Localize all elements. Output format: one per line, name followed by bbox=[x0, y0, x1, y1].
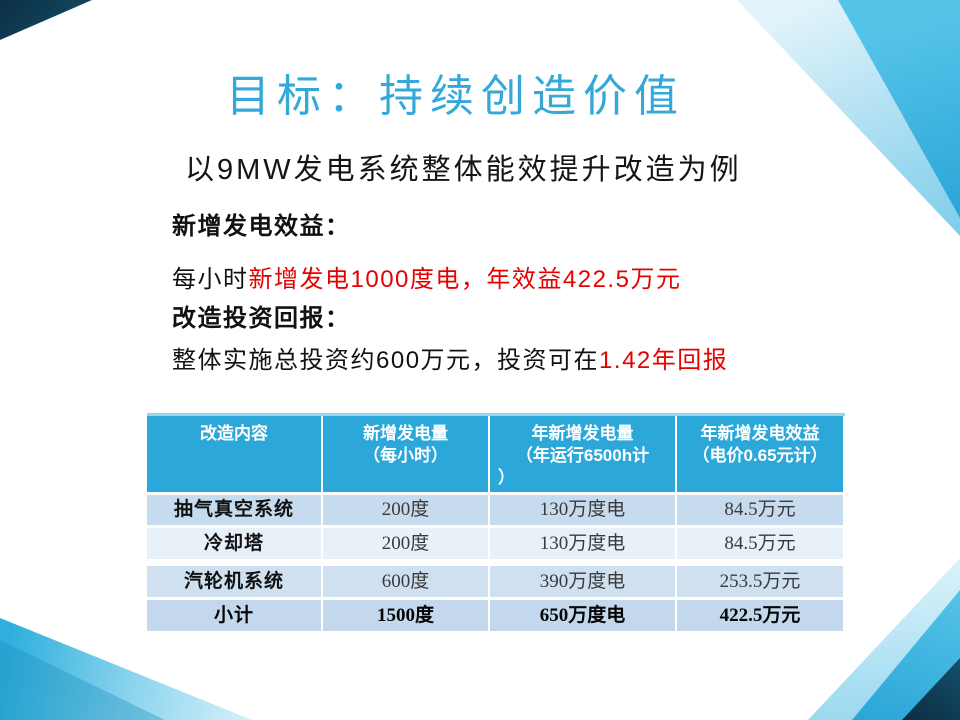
table-row-cooling-tower: 冷却塔 200度 130万度电 84.5万元 bbox=[147, 528, 845, 559]
header-yearly-line1: 年新增发电量 bbox=[531, 424, 634, 443]
cell-benefit: 253.5万元 bbox=[677, 566, 843, 597]
cell-name: 冷却塔 bbox=[147, 528, 321, 559]
header-cell-yearly: 年新增发电量 （年运行6500h计 ） bbox=[490, 416, 675, 492]
payback-label: 改造投资回报： bbox=[172, 305, 351, 332]
corner-decoration-bottom-left-cyan-triangle bbox=[0, 640, 165, 720]
cell-yearly: 650万度电 bbox=[490, 600, 675, 631]
benefit-line: 每小时新增发电1000度电，年效益422.5万元 bbox=[172, 263, 681, 297]
header-cell-hourly: 新增发电量 （每小时） bbox=[323, 416, 488, 492]
table-row-turbine-system: 汽轮机系统 600度 390万度电 253.5万元 bbox=[147, 566, 845, 597]
cell-name: 小计 bbox=[147, 600, 321, 631]
cell-name: 汽轮机系统 bbox=[147, 566, 321, 597]
slide-subtitle: 以9MW发电系统整体能效提升改造为例 bbox=[185, 154, 742, 186]
payback-text-highlight: 1.42年回报 bbox=[599, 347, 729, 374]
cell-yearly: 390万度电 bbox=[490, 566, 675, 597]
corner-decoration-top-right-light-triangle bbox=[737, 0, 960, 236]
corner-decoration-top-right-cyan-triangle bbox=[838, 0, 960, 218]
header-cell-content: 改造内容 bbox=[147, 416, 321, 492]
header-yearly-line3: ） bbox=[498, 468, 515, 487]
header-hourly-line1: 新增发电量 bbox=[363, 424, 448, 443]
header-hourly-line2: （每小时） bbox=[363, 446, 448, 465]
header-content-line1: 改造内容 bbox=[200, 424, 268, 443]
corner-decoration-bottom-right-cyan-triangle bbox=[852, 590, 960, 720]
table-header-row: 改造内容 新增发电量 （每小时） 年新增发电量 （年运行6500h计 ） 年新增… bbox=[147, 413, 845, 492]
table-row-vacuum-system: 抽气真空系统 200度 130万度电 84.5万元 bbox=[147, 495, 845, 525]
payback-text-black: 整体实施总投资约600万元，投资可在 bbox=[172, 347, 600, 374]
benefit-text-highlight: 新增发电1000度电，年效益422.5万元 bbox=[248, 266, 682, 293]
slide-title: 目标：持续创造价值 bbox=[226, 71, 685, 122]
header-benefit-line1: 年新增发电效益 bbox=[700, 424, 820, 443]
cell-hourly: 1500度 bbox=[323, 600, 488, 631]
benefit-text-black: 每小时 bbox=[172, 266, 249, 293]
cell-hourly: 600度 bbox=[323, 566, 488, 597]
cell-yearly: 130万度电 bbox=[490, 495, 675, 525]
results-table: 改造内容 新增发电量 （每小时） 年新增发电量 （年运行6500h计 ） 年新增… bbox=[147, 413, 845, 631]
cell-hourly: 200度 bbox=[323, 528, 488, 559]
payback-line: 整体实施总投资约600万元，投资可在1.42年回报 bbox=[172, 344, 728, 378]
table-row-subtotal: 小计 1500度 650万度电 422.5万元 bbox=[147, 600, 845, 631]
cell-benefit: 84.5万元 bbox=[677, 528, 843, 559]
cell-benefit: 422.5万元 bbox=[677, 600, 843, 631]
cell-hourly: 200度 bbox=[323, 495, 488, 525]
header-benefit-line2: （电价0.65元计） bbox=[692, 446, 828, 465]
corner-decoration-bottom-right-dark-triangle bbox=[902, 658, 960, 720]
header-cell-benefit: 年新增发电效益 （电价0.65元计） bbox=[677, 416, 843, 492]
cell-benefit: 84.5万元 bbox=[677, 495, 843, 525]
corner-decoration-top-left-triangle bbox=[0, 0, 92, 40]
header-yearly-line2: （年运行6500h计 bbox=[515, 446, 650, 465]
cell-name: 抽气真空系统 bbox=[147, 495, 321, 525]
benefit-label: 新增发电效益： bbox=[172, 213, 351, 240]
cell-yearly: 130万度电 bbox=[490, 528, 675, 559]
corner-decoration-bottom-left-light-triangle bbox=[0, 618, 252, 720]
